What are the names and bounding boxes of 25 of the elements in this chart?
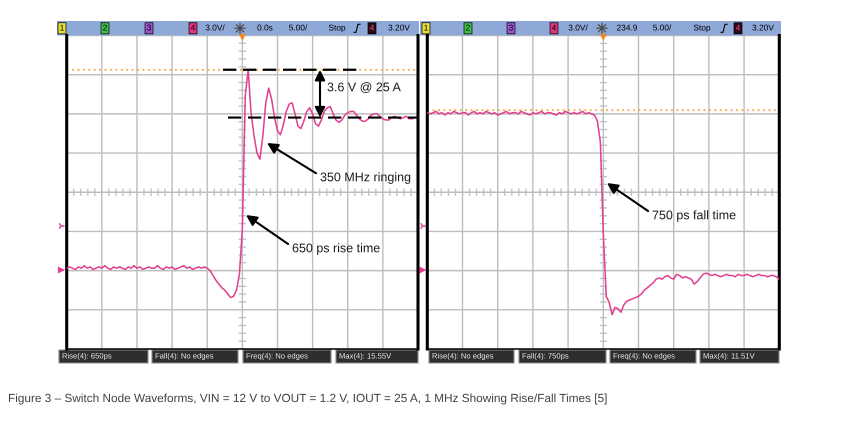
text: 3.0V/ <box>568 24 588 31</box>
annotation: 350 MHz ringing <box>320 172 410 184</box>
text: 3.20V <box>752 24 774 31</box>
text: 5.00/ <box>653 24 672 31</box>
text: 1 <box>60 24 64 30</box>
text: 234.9 <box>616 24 638 31</box>
annotation: 3.6 V @ 25 A <box>327 82 401 93</box>
text: Stop <box>694 24 710 32</box>
text: 4 <box>552 24 556 30</box>
annotation: 650 ps rise time <box>292 243 380 255</box>
annotation: 750 ps fall time <box>652 210 736 222</box>
text: 3 <box>147 24 151 31</box>
text: 4 <box>370 24 374 30</box>
text: 1 <box>424 24 428 30</box>
text: 0.0s <box>257 24 273 31</box>
text: Stop <box>328 24 346 32</box>
caption: Figure 3 – Switch Node Waveforms, VIN = 12 V to VOUT = 1.2 V, IOUT = 25 A, 1 MHz Showing Rise/Fall Times [5] <box>8 393 607 405</box>
text: 3.20V <box>388 24 410 31</box>
text: 4 <box>736 24 740 30</box>
text: 5.00/ <box>289 24 308 31</box>
text: 3.0V/ <box>206 24 225 31</box>
text: 3 <box>509 24 513 31</box>
text: 2 <box>466 24 470 30</box>
text: 4 <box>190 24 196 30</box>
text: 2 <box>103 24 107 30</box>
